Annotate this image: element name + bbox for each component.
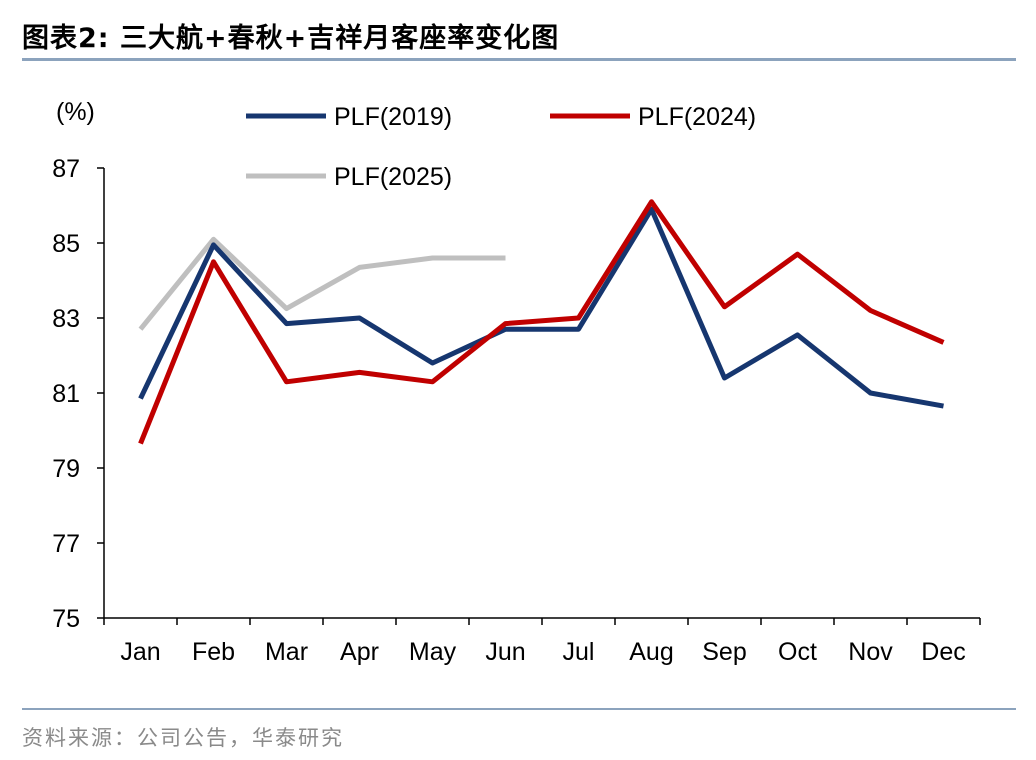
x-tick-label: Mar: [265, 638, 308, 666]
x-tick-label: Jun: [485, 638, 525, 666]
header-divider: [22, 58, 1016, 61]
legend: PLF(2019) PLF(2024) PLF(2025): [246, 103, 756, 191]
axes: 75 77 79 81 83 85 87 Jan Feb Mar Apr May Jun Jul Aug Se…: [52, 155, 981, 666]
x-tick-label: Apr: [340, 638, 379, 666]
series-lines: [138, 199, 945, 445]
x-tick-label: May: [409, 638, 457, 666]
legend-label: PLF(2019): [334, 103, 452, 131]
x-tick-label: Jul: [563, 638, 595, 666]
x-tick-label: Feb: [192, 638, 235, 666]
x-tick-label: Sep: [702, 638, 746, 666]
y-axis-unit: (%): [56, 98, 95, 126]
y-tick-label: 75: [52, 605, 80, 633]
y-tick-label: 87: [52, 155, 80, 183]
figure-header: 图表2: 三大航+春秋+吉祥月客座率变化图: [22, 14, 1016, 58]
x-tick-label: Nov: [848, 638, 893, 666]
x-tick-label: Oct: [778, 638, 817, 666]
x-tick-label: Dec: [921, 638, 965, 666]
y-tick-label: 83: [52, 305, 80, 333]
series-line-plf-2019: [138, 206, 944, 409]
source-note: 资料来源：公司公告，华泰研究: [22, 726, 344, 750]
series-line-plf-2025: [138, 236, 506, 331]
legend-item: PLF(2024): [550, 103, 756, 131]
legend-item: PLF(2025): [246, 163, 452, 191]
y-tick-label: 81: [52, 380, 80, 408]
y-tick-label: 85: [52, 230, 80, 258]
legend-label: PLF(2025): [334, 163, 452, 191]
legend-item: PLF(2019): [246, 103, 452, 131]
series-line-plf-2024: [138, 199, 945, 445]
y-tick-label: 77: [52, 530, 80, 558]
legend-label: PLF(2024): [638, 103, 756, 131]
footer-divider: [22, 708, 1016, 710]
x-tick-label: Jan: [120, 638, 160, 666]
figure-title: 图表2: 三大航+春秋+吉祥月客座率变化图: [22, 23, 560, 54]
y-tick-label: 79: [52, 455, 80, 483]
x-tick-label: Aug: [629, 638, 673, 666]
